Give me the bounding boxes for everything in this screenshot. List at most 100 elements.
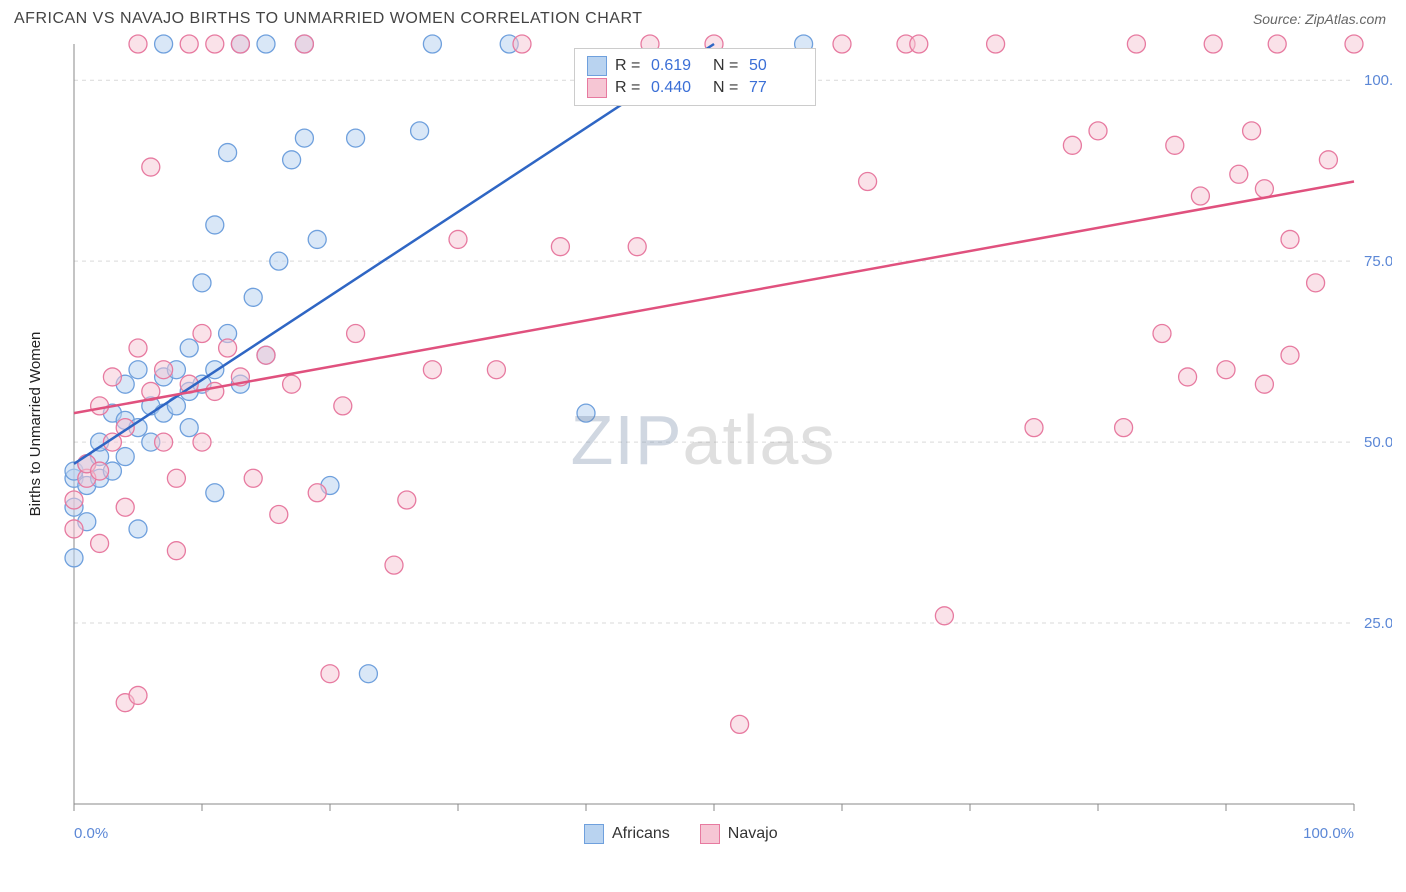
data-point	[1243, 122, 1261, 140]
data-point	[206, 216, 224, 234]
data-point	[206, 35, 224, 53]
legend-label: Navajo	[728, 825, 778, 843]
data-point	[1127, 35, 1145, 53]
data-point	[257, 35, 275, 53]
data-point	[833, 35, 851, 53]
data-point	[1281, 346, 1299, 364]
data-point	[283, 151, 301, 169]
chart-title: AFRICAN VS NAVAJO BIRTHS TO UNMARRIED WO…	[14, 10, 643, 28]
data-point	[1204, 35, 1222, 53]
legend-swatch	[584, 824, 604, 844]
data-point	[244, 288, 262, 306]
legend-item: Africans	[584, 824, 670, 844]
data-point	[283, 375, 301, 393]
data-point	[103, 368, 121, 386]
data-point	[193, 274, 211, 292]
data-point	[206, 484, 224, 502]
data-point	[385, 556, 403, 574]
svg-text:100.0%: 100.0%	[1364, 72, 1392, 89]
data-point	[116, 498, 134, 516]
data-point	[1179, 368, 1197, 386]
data-point	[1217, 361, 1235, 379]
data-point	[129, 520, 147, 538]
data-point	[167, 469, 185, 487]
data-point	[206, 382, 224, 400]
data-point	[1230, 165, 1248, 183]
series-legend: Africans Navajo	[584, 824, 778, 844]
data-point	[347, 129, 365, 147]
data-point	[935, 607, 953, 625]
data-point	[1345, 35, 1363, 53]
data-point	[1063, 136, 1081, 154]
data-point	[91, 462, 109, 480]
data-point	[193, 325, 211, 343]
data-point	[551, 238, 569, 256]
data-point	[577, 404, 595, 422]
data-point	[180, 35, 198, 53]
data-point	[347, 325, 365, 343]
legend-label: Africans	[612, 825, 670, 843]
chart-header: AFRICAN VS NAVAJO BIRTHS TO UNMARRIED WO…	[0, 0, 1406, 34]
svg-text:50.0%: 50.0%	[1364, 434, 1392, 451]
data-point	[180, 419, 198, 437]
data-point	[859, 173, 877, 191]
data-point	[1166, 136, 1184, 154]
svg-text:Births to Unmarried Women: Births to Unmarried Women	[27, 332, 44, 517]
data-point	[155, 433, 173, 451]
data-point	[449, 230, 467, 248]
data-point	[308, 230, 326, 248]
data-point	[987, 35, 1005, 53]
data-point	[65, 549, 83, 567]
regression-line	[74, 44, 714, 464]
data-point	[129, 361, 147, 379]
data-point	[65, 520, 83, 538]
data-point	[334, 397, 352, 415]
data-point	[1307, 274, 1325, 292]
data-point	[116, 448, 134, 466]
data-point	[155, 361, 173, 379]
data-point	[295, 35, 313, 53]
data-point	[423, 361, 441, 379]
data-point	[1089, 122, 1107, 140]
data-point	[257, 346, 275, 364]
data-point	[65, 491, 83, 509]
data-point	[411, 122, 429, 140]
data-point	[219, 339, 237, 357]
legend-row: R =0.440N =77	[587, 77, 803, 99]
legend-row: R =0.619N =50	[587, 55, 803, 77]
data-point	[244, 469, 262, 487]
legend-item: Navajo	[700, 824, 778, 844]
data-point	[628, 238, 646, 256]
data-point	[1255, 180, 1273, 198]
data-point	[1025, 419, 1043, 437]
data-point	[423, 35, 441, 53]
data-point	[1115, 419, 1133, 437]
data-point	[129, 686, 147, 704]
svg-text:100.0%: 100.0%	[1303, 825, 1354, 842]
regression-legend: R =0.619N =50R =0.440N =77	[574, 48, 816, 106]
data-point	[129, 35, 147, 53]
data-point	[129, 339, 147, 357]
data-point	[91, 534, 109, 552]
data-point	[155, 35, 173, 53]
data-point	[1319, 151, 1337, 169]
data-point	[180, 339, 198, 357]
data-point	[1281, 230, 1299, 248]
data-point	[167, 542, 185, 560]
data-point	[1153, 325, 1171, 343]
legend-swatch	[587, 78, 607, 98]
data-point	[270, 252, 288, 270]
data-point	[231, 35, 249, 53]
svg-text:25.0%: 25.0%	[1364, 615, 1392, 632]
data-point	[308, 484, 326, 502]
data-point	[270, 505, 288, 523]
data-point	[1268, 35, 1286, 53]
data-point	[142, 158, 160, 176]
data-point	[219, 144, 237, 162]
data-point	[1191, 187, 1209, 205]
data-point	[91, 397, 109, 415]
data-point	[910, 35, 928, 53]
data-point	[1255, 375, 1273, 393]
data-point	[487, 361, 505, 379]
data-point	[359, 665, 377, 683]
